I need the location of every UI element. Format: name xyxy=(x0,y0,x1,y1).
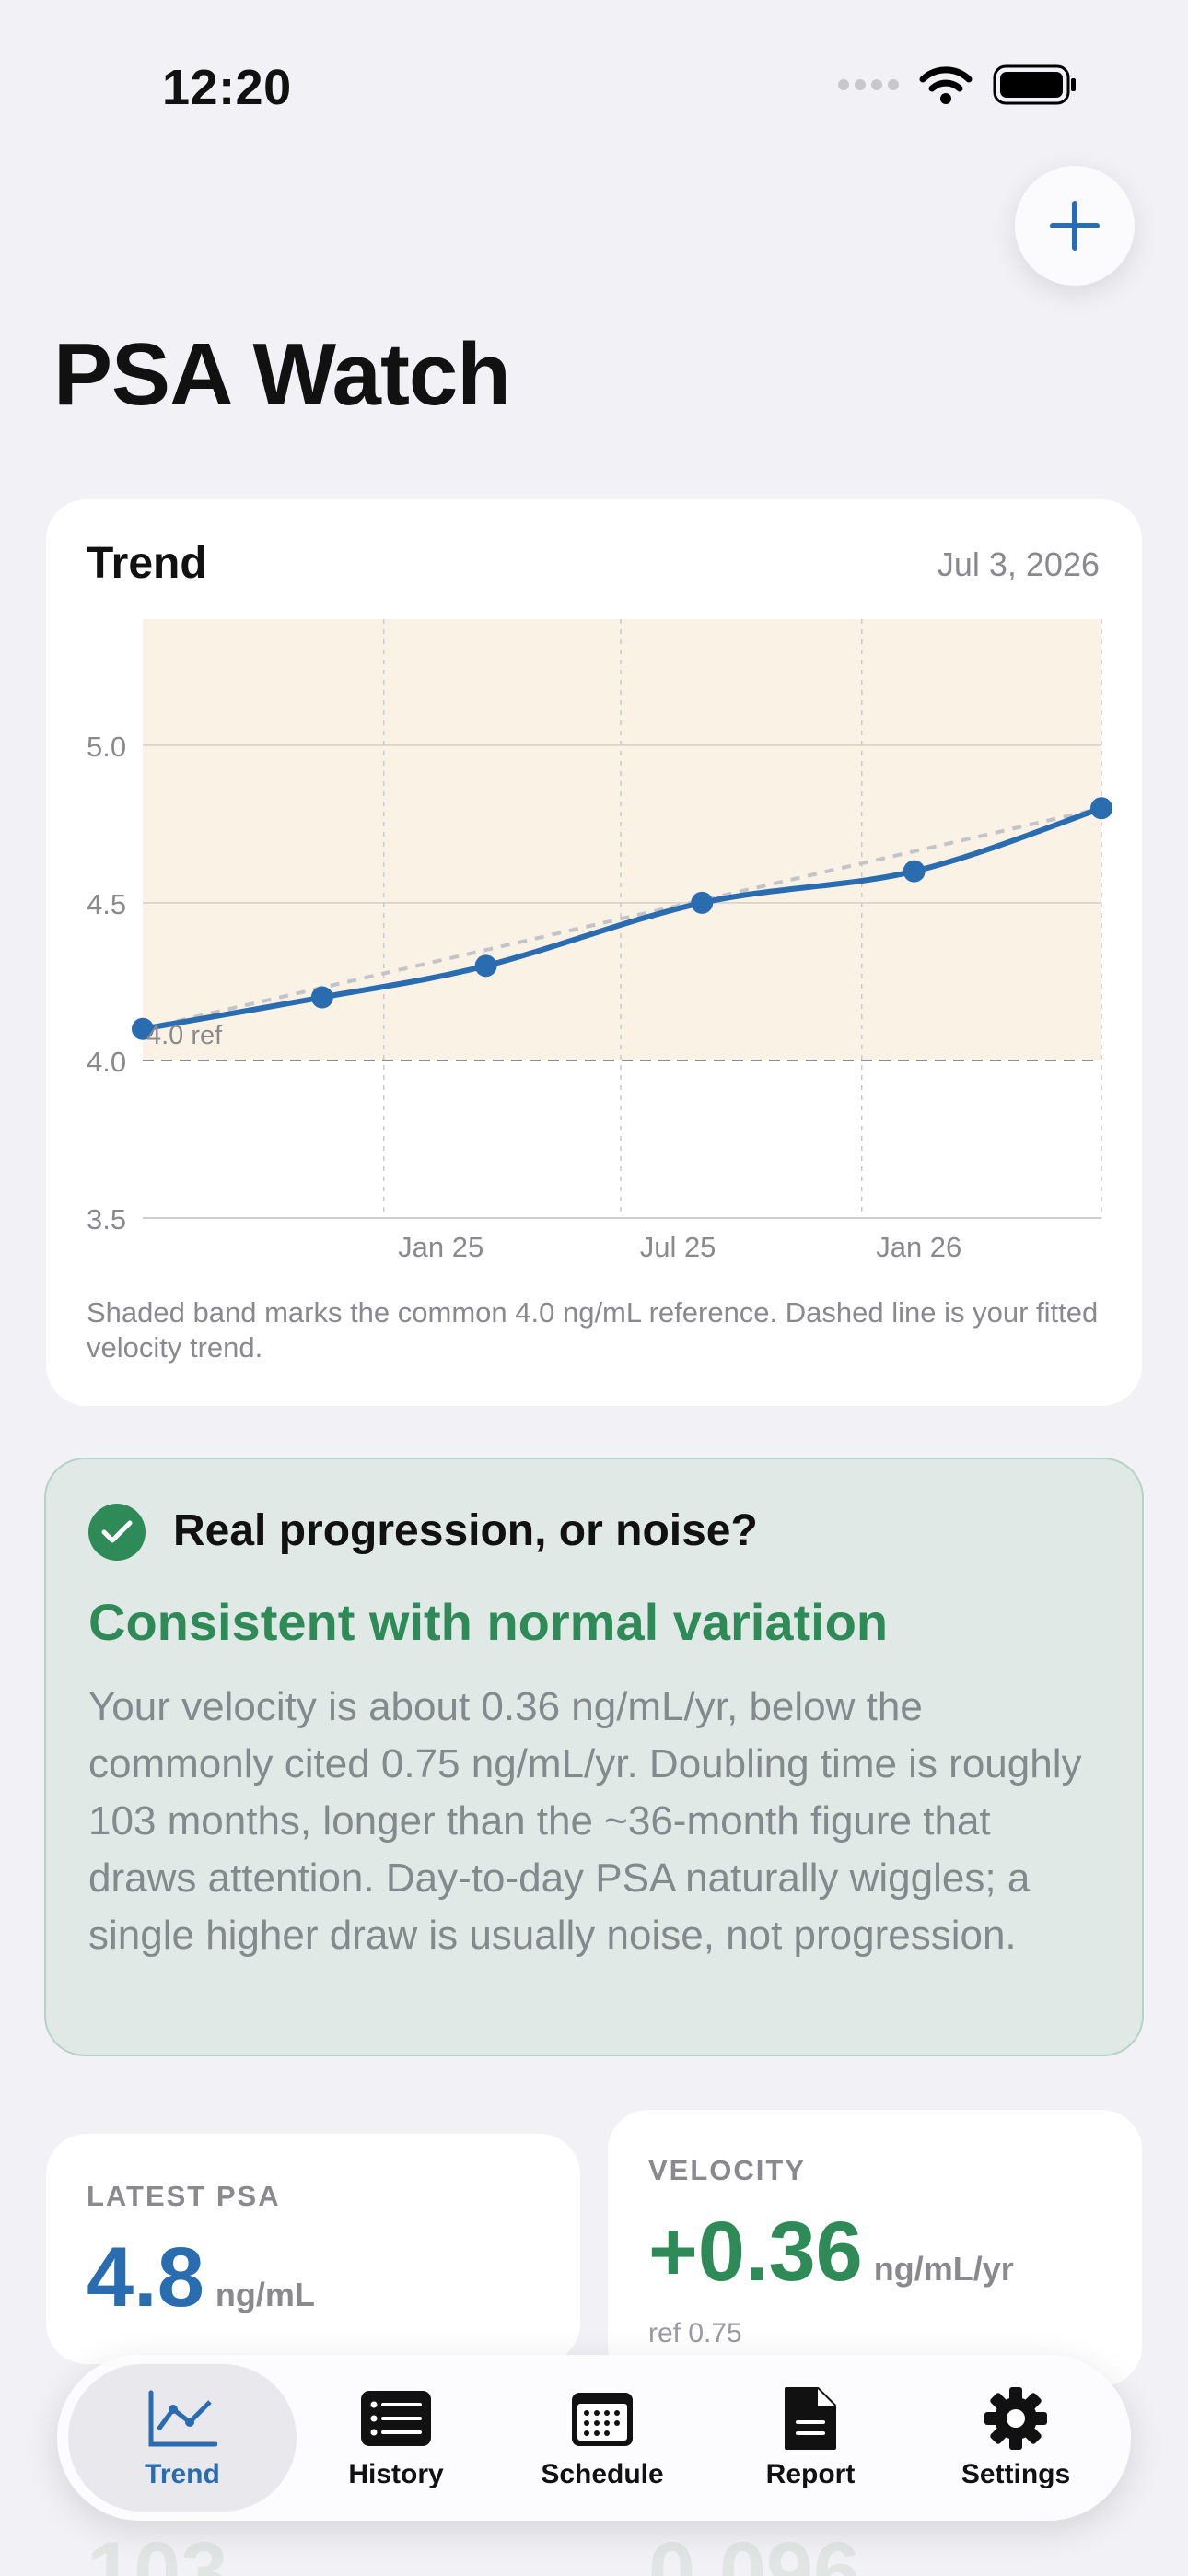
x-tick-label: Jan 25 xyxy=(398,1231,483,1263)
tab-history[interactable]: History xyxy=(290,2364,502,2512)
y-tick-label: 5.0 xyxy=(87,731,126,763)
trend-card-date: Jul 3, 2026 xyxy=(937,545,1100,583)
cellular-signal-icon xyxy=(838,79,899,90)
status-icons xyxy=(838,64,1077,105)
secondary-metric-value: 0.096 xyxy=(648,2525,861,2576)
psa-data-point xyxy=(310,986,333,1009)
psa-data-point xyxy=(903,860,926,883)
tab-schedule-label: Schedule xyxy=(541,2459,664,2489)
doubling-time-value: 103 xyxy=(87,2525,228,2576)
x-tick-label: Jul 25 xyxy=(640,1231,716,1263)
velocity-label: VELOCITY xyxy=(648,2154,807,2186)
add-reading-button[interactable] xyxy=(1015,166,1135,286)
plus-icon xyxy=(1050,201,1100,251)
document-icon xyxy=(771,2385,850,2452)
checkmark-circle-icon xyxy=(88,1504,146,1561)
latest-psa-card[interactable]: LATEST PSA 4.8 ng/mL xyxy=(46,2134,580,2364)
latest-psa-unit: ng/mL xyxy=(215,2276,315,2313)
velocity-value: +0.36 xyxy=(648,2205,863,2299)
psa-data-point xyxy=(474,954,497,978)
y-tick-label: 4.0 xyxy=(87,1046,126,1078)
trend-card-title: Trend xyxy=(87,539,207,588)
tab-settings[interactable]: Settings xyxy=(910,2364,1122,2512)
x-tick-label: Jan 26 xyxy=(876,1231,961,1263)
verdict-card: Real progression, or noise? Consistent w… xyxy=(44,1458,1144,2056)
psa-data-point xyxy=(691,891,714,914)
trend-note: Shaded band marks the common 4.0 ng/mL r… xyxy=(87,1296,1099,1364)
tab-settings-label: Settings xyxy=(961,2459,1071,2489)
trend-chart: 3.5 4.0 4.5 5.0 Jan 25 Jul 25 Jan 26 4.0 ref xyxy=(87,619,1112,1263)
trend-card: Trend Jul 3, 2026 3.5 4.0 4.5 5.0 Jan 25 Jul … xyxy=(46,499,1142,1406)
tab-trend[interactable]: Trend xyxy=(68,2364,297,2512)
reference-band xyxy=(143,619,1101,1060)
verdict-body: Your velocity is about 0.36 ng/mL/yr, be… xyxy=(88,1684,1082,1958)
velocity-unit: ng/mL/yr xyxy=(873,2250,1014,2288)
tab-report[interactable]: Report xyxy=(705,2364,916,2512)
page-title: PSA Watch xyxy=(53,325,511,424)
tab-report-label: Report xyxy=(765,2459,856,2489)
psa-data-point xyxy=(132,1017,154,1040)
velocity-card[interactable]: VELOCITY +0.36 ng/mL/yr ref 0.75 xyxy=(608,2110,1142,2386)
latest-psa-label: LATEST PSA xyxy=(87,2180,281,2212)
psa-series-line xyxy=(140,805,1104,1032)
y-tick-label: 3.5 xyxy=(87,1203,126,1235)
wifi-icon xyxy=(919,66,973,104)
battery-icon xyxy=(993,64,1076,105)
status-bar: 12:20 xyxy=(0,0,1188,175)
psa-data-point xyxy=(1090,797,1112,820)
list-icon xyxy=(356,2385,436,2452)
y-tick-label: 4.5 xyxy=(87,888,126,920)
reference-line-label: 4.0 ref xyxy=(146,1021,223,1050)
tab-trend-label: Trend xyxy=(145,2459,220,2489)
tab-bar: Trend History Schedule xyxy=(57,2355,1131,2521)
chart-line-icon xyxy=(143,2385,222,2452)
status-time: 12:20 xyxy=(162,60,292,115)
velocity-trend-line xyxy=(142,806,1102,1031)
velocity-reference: ref 0.75 xyxy=(648,2318,742,2348)
tab-history-label: History xyxy=(348,2459,444,2489)
tab-schedule[interactable]: Schedule xyxy=(496,2364,708,2512)
verdict-question: Real progression, or noise? xyxy=(173,1506,758,1555)
gear-icon xyxy=(976,2385,1055,2452)
calendar-icon xyxy=(563,2385,642,2452)
verdict-heading: Consistent with normal variation xyxy=(88,1593,889,1651)
latest-psa-value: 4.8 xyxy=(87,2231,204,2324)
